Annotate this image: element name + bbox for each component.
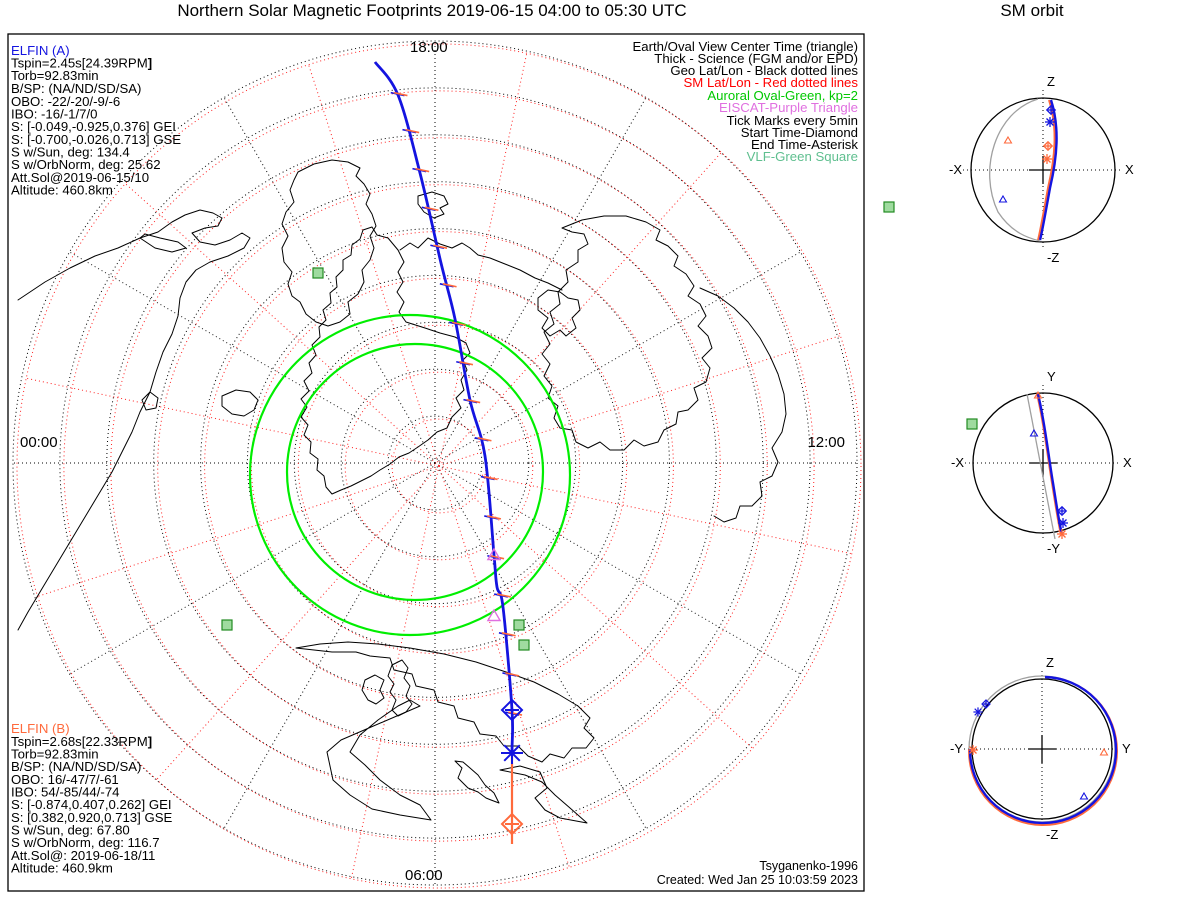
svg-text:12:00: 12:00	[807, 434, 845, 451]
svg-text:-X: -X	[951, 455, 964, 470]
svg-text:00:00: 00:00	[20, 434, 58, 451]
svg-text:-Y: -Y	[950, 741, 963, 756]
svg-text:X: X	[1123, 455, 1132, 470]
svg-text:VLF-Green Square: VLF-Green Square	[747, 149, 858, 164]
svg-text:Altitude: 460.8km: Altitude: 460.8km	[11, 183, 113, 198]
svg-text:Tsyganenko-1996: Tsyganenko-1996	[759, 859, 858, 873]
svg-text:Altitude: 460.9km: Altitude: 460.9km	[11, 861, 113, 876]
svg-text:Z: Z	[1046, 655, 1054, 670]
svg-text:Created: Wed Jan 25 10:03:59 2: Created: Wed Jan 25 10:03:59 2023	[657, 873, 858, 887]
svg-text:Y: Y	[1047, 369, 1056, 384]
svg-text:-X: -X	[949, 162, 962, 177]
svg-text:-Z: -Z	[1047, 250, 1059, 265]
svg-text:-Y: -Y	[1047, 541, 1060, 556]
svg-text:06:00: 06:00	[405, 867, 443, 884]
svg-text:X: X	[1125, 162, 1134, 177]
svg-text:SM orbit: SM orbit	[1000, 1, 1064, 20]
svg-text:Y: Y	[1122, 741, 1131, 756]
svg-text:18:00: 18:00	[410, 39, 448, 56]
svg-text:-Z: -Z	[1046, 827, 1058, 842]
svg-text:Z: Z	[1047, 74, 1055, 89]
svg-text:Northern Solar Magnetic Footpr: Northern Solar Magnetic Footprints 2019-…	[177, 1, 686, 20]
